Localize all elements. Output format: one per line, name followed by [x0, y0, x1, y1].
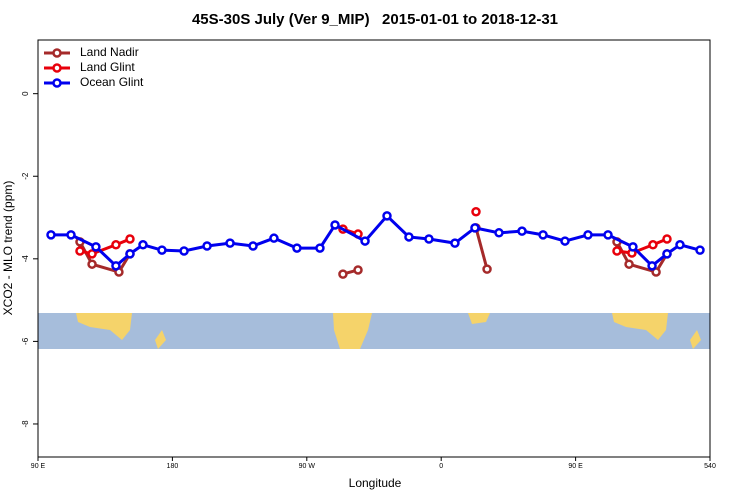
point: [111, 261, 121, 271]
y-tick-label: 0: [21, 91, 30, 96]
land: [468, 313, 490, 324]
x-tick-label: 540: [704, 463, 716, 470]
plot-frame: [37, 39, 711, 458]
land: [76, 313, 132, 340]
legend-marker: [52, 48, 62, 58]
chart-title: 45S-30S July (Ver 9_MIP) 2015-01-01 to 2…: [192, 11, 558, 28]
x-tick-label: 90 W: [299, 463, 316, 470]
legend-label: Land Glint: [80, 60, 135, 74]
point: [517, 226, 527, 236]
point: [583, 230, 593, 240]
land: [612, 313, 668, 340]
point: [360, 236, 370, 246]
y-tick-label: -4: [21, 255, 30, 263]
x-tick-label: 90 E: [568, 463, 583, 470]
point: [353, 265, 363, 275]
point: [647, 261, 657, 271]
point: [202, 241, 212, 251]
point: [292, 243, 302, 253]
point: [111, 240, 121, 250]
point: [470, 223, 480, 233]
point: [75, 246, 85, 256]
x-tick-label: 180: [167, 463, 179, 470]
point: [494, 228, 504, 238]
point: [404, 232, 414, 242]
ocean-band: [38, 313, 710, 349]
point: [87, 259, 97, 269]
point: [675, 240, 685, 250]
x-tick-label: 90 E: [31, 463, 46, 470]
x-tick-label: 0: [439, 463, 443, 470]
point: [179, 246, 189, 256]
map-strip: [38, 313, 710, 349]
point: [482, 264, 492, 274]
point: [612, 246, 622, 256]
point: [66, 230, 76, 240]
point: [624, 259, 634, 269]
point: [87, 249, 97, 259]
point: [46, 230, 56, 240]
point: [538, 230, 548, 240]
point: [560, 236, 570, 246]
x-axis-label: Longitude: [349, 476, 402, 490]
point: [125, 249, 135, 259]
point: [651, 267, 661, 277]
y-tick-label: -8: [21, 420, 30, 428]
point: [471, 207, 481, 217]
land: [155, 330, 166, 349]
point: [450, 238, 460, 248]
point: [662, 234, 672, 244]
y-tick-label: -6: [21, 337, 30, 345]
y-tick-label: -2: [21, 172, 30, 180]
legend-marker: [52, 78, 62, 88]
point: [157, 245, 167, 255]
point: [248, 241, 258, 251]
point: [424, 234, 434, 244]
point: [628, 242, 638, 252]
point: [269, 233, 279, 243]
point: [603, 230, 613, 240]
legend-label: Land Nadir: [80, 45, 139, 59]
point: [315, 243, 325, 253]
point: [648, 240, 658, 250]
land: [333, 313, 372, 349]
land: [690, 330, 701, 349]
point: [91, 242, 101, 252]
point: [138, 240, 148, 250]
point: [338, 269, 348, 279]
series-line: [50, 213, 701, 268]
point: [225, 238, 235, 248]
legend-marker: [52, 63, 62, 73]
point: [382, 211, 392, 221]
series-line: [78, 227, 669, 276]
point: [662, 249, 672, 259]
point: [695, 245, 705, 255]
legend-label: Ocean Glint: [80, 75, 144, 89]
y-axis-label: XCO2 - MLO trend (ppm): [1, 181, 15, 316]
point: [125, 234, 135, 244]
point: [330, 220, 340, 230]
